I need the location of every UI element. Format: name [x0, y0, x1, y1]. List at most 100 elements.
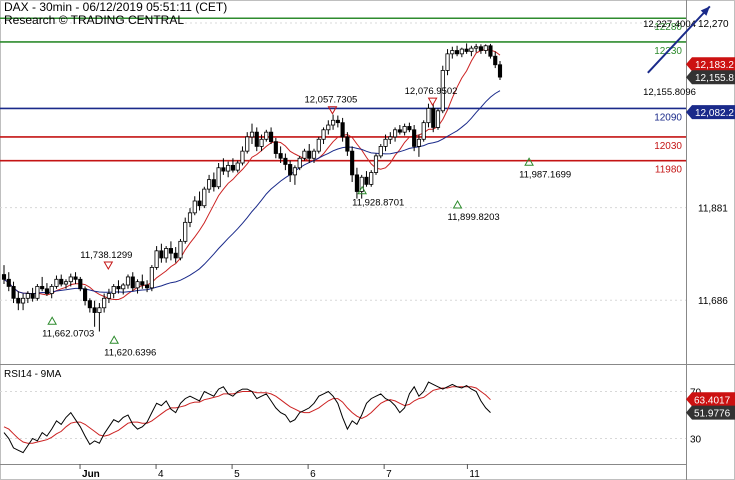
candle-body: [373, 155, 379, 173]
candle-body: [259, 138, 264, 147]
candle-body: [493, 55, 498, 66]
candle: [345, 132, 350, 156]
candle: [68, 273, 73, 287]
triangle-down-icon: [427, 97, 438, 107]
candle-body: [49, 286, 54, 294]
candle-body: [102, 297, 107, 309]
candle: [307, 144, 312, 164]
candle-body: [354, 174, 359, 192]
candle: [111, 284, 116, 299]
rsi-value-tag: 51.9776: [694, 409, 731, 420]
candle: [474, 43, 479, 53]
candle: [297, 155, 302, 171]
x-tick-label: 6: [310, 469, 316, 480]
candle: [407, 122, 412, 133]
candle-body: [111, 286, 116, 294]
candle-body: [307, 150, 312, 159]
candle-body: [164, 248, 169, 259]
candle-body: [1, 274, 7, 280]
rsi-ma-line: [3, 386, 491, 444]
candle: [326, 120, 331, 135]
price-annotation: 11,928.8701: [352, 198, 404, 209]
candle-body: [21, 297, 26, 304]
candle: [192, 196, 197, 216]
candle-body: [488, 45, 493, 57]
candle: [440, 65, 445, 114]
candle: [25, 291, 30, 304]
candle-body: [483, 45, 488, 51]
candle-body: [278, 153, 283, 159]
candle: [125, 274, 131, 289]
chart-subtitle: Research © TRADING CENTRAL: [4, 13, 184, 27]
candle-body: [240, 150, 245, 164]
candle: [292, 165, 297, 185]
candle-body: [145, 284, 150, 289]
projection-arrow-line: [647, 5, 711, 74]
candle: [130, 272, 135, 292]
triangle-up-icon: [524, 157, 534, 166]
candle: [450, 46, 455, 59]
candle-body: [440, 70, 445, 112]
current-price-tag: 12,183.2: [695, 60, 734, 71]
y-tick-label: 12,270: [698, 19, 729, 30]
candle: [469, 45, 474, 57]
candle: [254, 127, 259, 152]
candle-body: [416, 138, 421, 147]
candle: [455, 45, 460, 57]
candle-body: [135, 281, 140, 289]
candle-body: [407, 126, 412, 131]
candle: [431, 103, 436, 133]
candle-body: [393, 129, 398, 138]
axis-labels: 12,270 11,881 11,686 12,183.2 12,155.8 12,082…: [79, 19, 735, 480]
candle-body: [359, 176, 364, 192]
candle-body: [25, 293, 30, 299]
candle-body: [183, 221, 188, 242]
candle: [87, 298, 92, 313]
candle: [73, 272, 78, 285]
candle-body: [159, 250, 164, 259]
candle-body: [316, 138, 321, 152]
level-label-12030: 12030: [654, 141, 682, 152]
candle: [178, 238, 183, 261]
candle-body: [397, 129, 402, 133]
candle: [97, 303, 102, 332]
candle-body: [92, 307, 97, 313]
candle: [369, 170, 374, 187]
level-label-12280: 12280: [654, 22, 682, 33]
candle-body: [235, 162, 240, 171]
candle: [354, 167, 359, 199]
candle: [235, 160, 240, 173]
candle-body: [16, 297, 21, 304]
current-price-tag-bg: [686, 57, 735, 72]
candle-body: [125, 276, 131, 286]
price-annotation: 11,620.6396: [104, 347, 156, 358]
candle-body: [168, 248, 173, 254]
rsi-line: [3, 381, 491, 454]
candle-body: [474, 46, 479, 49]
candle: [445, 49, 450, 76]
candle: [249, 123, 255, 145]
candle: [245, 132, 250, 154]
candle-body: [335, 119, 340, 124]
candle: [63, 279, 69, 289]
candle-body: [59, 278, 64, 285]
candle: [221, 158, 226, 175]
candle-body: [402, 126, 407, 133]
candle: [135, 279, 140, 294]
candle: [202, 186, 207, 209]
candle: [240, 146, 245, 166]
candle: [373, 153, 379, 175]
candle-body: [216, 167, 221, 188]
candle-body: [350, 150, 355, 176]
candle-body: [54, 278, 59, 287]
grid-lines: [0, 22, 686, 301]
candle-body: [35, 286, 40, 299]
x-tick-label: 7: [386, 469, 392, 480]
triangle-up-icon: [357, 185, 368, 195]
candle-body: [130, 276, 135, 289]
rsi-ma-tag-bg: [686, 392, 735, 407]
candle-body: [197, 200, 202, 207]
